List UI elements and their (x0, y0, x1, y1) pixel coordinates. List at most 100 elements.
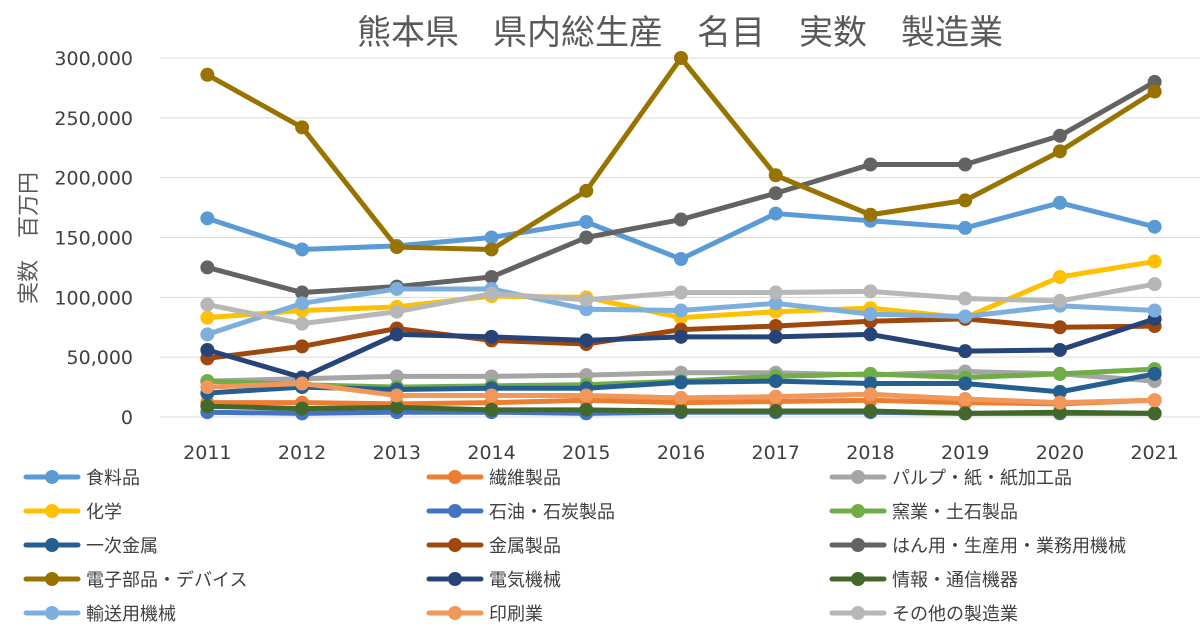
y-axis-label: 実数 百万円 (17, 172, 42, 304)
legend-item: 電子部品・デバイス (23, 570, 247, 591)
data-point (674, 51, 688, 65)
data-point (958, 309, 973, 324)
y-tick-labels: 0 50,000 100,000 150,000 200,000 250,000 300,0… (54, 48, 133, 429)
data-point (1147, 277, 1162, 292)
legend-item: 金属製品 (426, 536, 561, 557)
legend-label: 繊維製品 (489, 468, 561, 489)
data-point (579, 388, 594, 403)
data-point (1147, 393, 1162, 408)
data-point (674, 303, 688, 318)
data-point (295, 316, 310, 331)
legend-label: 化学 (86, 502, 122, 523)
legend-label: 輸送用機械 (86, 604, 176, 625)
data-point (295, 120, 310, 135)
x-tick-label: 2017 (752, 442, 800, 464)
data-point (958, 392, 973, 407)
data-point (674, 390, 688, 405)
legend-item: 一次金属 (23, 536, 158, 557)
legend-swatch-marker (448, 606, 462, 620)
series-はん用・生産用・業務用機械 (200, 74, 1162, 300)
data-point (958, 376, 973, 391)
legend-item: はん用・生産用・業務用機械 (829, 536, 1126, 557)
data-point (389, 281, 404, 296)
data-point (863, 404, 878, 419)
data-point (579, 230, 594, 245)
data-point (295, 401, 310, 416)
series-情報・通信機器 (200, 399, 1162, 421)
series-一次金属 (200, 366, 1162, 401)
legend-label: その他の製造業 (892, 604, 1018, 625)
data-point (200, 67, 215, 82)
data-point (1147, 303, 1162, 318)
x-tick-label: 2011 (183, 442, 231, 464)
data-point (1052, 195, 1067, 210)
data-point (1052, 395, 1067, 410)
data-point (1147, 219, 1162, 234)
legend-label: 印刷業 (489, 604, 543, 625)
legend-label: 一次金属 (86, 536, 158, 557)
data-point (1052, 320, 1067, 335)
legend-item: 食料品 (23, 468, 140, 489)
x-tick-label: 2018 (846, 442, 894, 464)
data-point (1147, 406, 1162, 421)
y-tick-label: 100,000 (54, 287, 133, 309)
legend-label: 情報・通信機器 (892, 570, 1018, 591)
legend-label: 窯業・土石製品 (892, 502, 1018, 523)
data-point (579, 402, 594, 417)
data-point (768, 168, 783, 183)
data-point (200, 327, 215, 342)
legend-item: 窯業・土石製品 (829, 502, 1018, 523)
y-tick-label: 50,000 (67, 347, 133, 369)
legend-item: 情報・通信機器 (829, 570, 1018, 591)
chart-title: 熊本県 県内総生産 名目 実数 製造業 (357, 13, 1003, 53)
data-point (484, 369, 499, 384)
data-point (1052, 128, 1067, 143)
data-point (768, 186, 783, 201)
legend-swatch-marker (45, 504, 59, 518)
data-point (389, 369, 404, 384)
y-tick-label: 250,000 (54, 108, 133, 130)
data-point (768, 319, 783, 334)
legend-swatch-marker (851, 572, 865, 586)
data-point (579, 214, 594, 229)
data-point (1052, 384, 1067, 399)
data-point (863, 307, 878, 322)
data-point (674, 329, 688, 344)
legend-label: 食料品 (86, 468, 140, 489)
x-tick-label: 2015 (562, 442, 610, 464)
y-tick-label: 300,000 (54, 48, 133, 70)
x-tick-label: 2013 (373, 442, 421, 464)
data-point (200, 211, 215, 226)
data-point (1052, 405, 1067, 420)
series-食料品 (200, 195, 1162, 267)
series-電気機械 (200, 311, 1162, 385)
data-point (579, 368, 594, 383)
data-point (1147, 254, 1162, 269)
y-tick-label: 0 (121, 407, 133, 429)
data-point (484, 286, 499, 301)
series-その他の製造業 (200, 277, 1162, 331)
data-point (389, 388, 404, 403)
data-point (1052, 144, 1067, 159)
data-point (1052, 293, 1067, 308)
data-point (200, 260, 215, 275)
gridlines (160, 57, 1200, 418)
data-point (484, 230, 499, 245)
data-point (958, 193, 973, 208)
data-point (389, 327, 404, 342)
data-point (295, 296, 310, 311)
data-point (674, 252, 688, 267)
y-tick-label: 150,000 (54, 228, 133, 250)
legend-label: はん用・生産用・業務用機械 (892, 536, 1126, 557)
series-輸送用機械 (200, 281, 1162, 342)
data-point (958, 291, 973, 306)
data-point (768, 404, 783, 419)
x-tick-label: 2014 (467, 442, 515, 464)
data-point (768, 285, 783, 300)
legend-swatch-marker (45, 606, 59, 620)
data-point (863, 157, 878, 172)
data-point (768, 374, 783, 389)
legend-swatch-marker (448, 504, 462, 518)
legend-item: 印刷業 (426, 604, 543, 625)
